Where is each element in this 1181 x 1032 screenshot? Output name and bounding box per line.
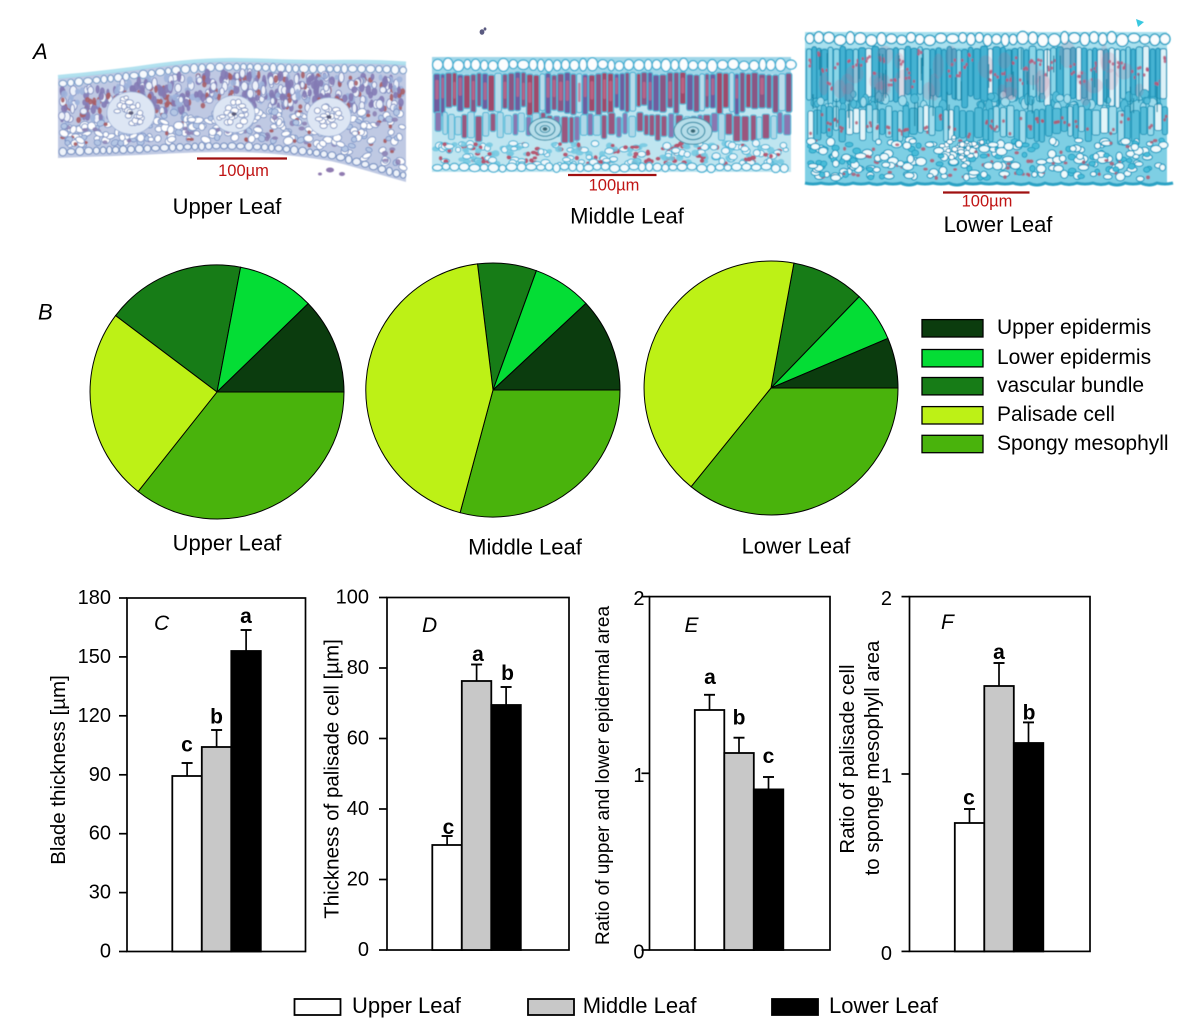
svg-text:c: c: [963, 787, 975, 810]
svg-text:0: 0: [633, 942, 644, 964]
svg-text:40: 40: [347, 798, 369, 820]
svg-text:100µm: 100µm: [218, 162, 269, 180]
svg-text:Ratio of palisade cell: Ratio of palisade cell: [836, 664, 859, 853]
svg-text:B: B: [38, 300, 53, 325]
svg-text:0: 0: [881, 943, 892, 965]
svg-text:2: 2: [881, 588, 892, 610]
svg-text:100µm: 100µm: [962, 193, 1013, 211]
svg-text:Upper Leaf: Upper Leaf: [352, 993, 462, 1018]
svg-text:Ratio of upper and lower epide: Ratio of upper and lower epidermal area: [593, 606, 614, 945]
svg-text:Middle Leaf: Middle Leaf: [583, 993, 698, 1018]
svg-text:Upper Leaf: Upper Leaf: [173, 194, 283, 219]
svg-text:60: 60: [347, 728, 369, 750]
svg-text:150: 150: [78, 646, 111, 668]
svg-text:1: 1: [881, 766, 892, 788]
svg-text:100: 100: [336, 587, 369, 609]
svg-text:b: b: [501, 662, 514, 685]
svg-text:b: b: [1023, 701, 1036, 724]
svg-text:Lower Leaf: Lower Leaf: [742, 534, 852, 559]
svg-text:180: 180: [78, 587, 111, 609]
svg-text:A: A: [31, 39, 48, 64]
svg-text:Palisade cell: Palisade cell: [997, 403, 1115, 426]
svg-text:1: 1: [633, 765, 644, 787]
svg-text:Blade thickness [µm]: Blade thickness [µm]: [47, 675, 70, 865]
svg-text:C: C: [154, 612, 170, 635]
svg-text:E: E: [685, 614, 700, 637]
svg-text:c: c: [443, 816, 455, 839]
svg-text:20: 20: [347, 869, 369, 891]
svg-text:D: D: [422, 614, 437, 637]
svg-text:c: c: [763, 745, 775, 768]
svg-text:60: 60: [89, 823, 111, 845]
svg-text:Lower epidermis: Lower epidermis: [997, 346, 1151, 369]
svg-text:vascular bundle: vascular bundle: [997, 374, 1144, 397]
svg-text:80: 80: [347, 657, 369, 679]
svg-text:90: 90: [89, 764, 111, 786]
svg-text:Middle Leaf: Middle Leaf: [570, 204, 685, 229]
svg-text:100µm: 100µm: [589, 177, 640, 195]
svg-text:b: b: [210, 705, 223, 728]
svg-text:30: 30: [89, 882, 111, 904]
svg-text:0: 0: [358, 939, 369, 961]
svg-text:Thickness of palisade cell [µm: Thickness of palisade cell [µm]: [321, 639, 344, 919]
svg-text:a: a: [472, 643, 484, 666]
svg-text:a: a: [240, 605, 252, 628]
svg-text:c: c: [181, 733, 193, 756]
svg-text:to sponge mesophyll area: to sponge mesophyll area: [861, 640, 884, 875]
svg-text:a: a: [704, 666, 716, 689]
svg-text:Spongy mesophyll: Spongy mesophyll: [997, 432, 1169, 455]
svg-text:Upper Leaf: Upper Leaf: [173, 531, 283, 556]
svg-text:120: 120: [78, 705, 111, 727]
svg-text:b: b: [733, 707, 746, 730]
svg-text:0: 0: [100, 941, 111, 963]
svg-text:Lower Leaf: Lower Leaf: [829, 993, 939, 1018]
svg-text:F: F: [941, 611, 955, 634]
svg-text:2: 2: [633, 588, 644, 610]
svg-text:Middle Leaf: Middle Leaf: [468, 535, 583, 560]
svg-text:a: a: [993, 641, 1005, 664]
svg-text:Upper epidermis: Upper epidermis: [997, 316, 1151, 339]
svg-text:Lower Leaf: Lower Leaf: [944, 212, 1054, 237]
